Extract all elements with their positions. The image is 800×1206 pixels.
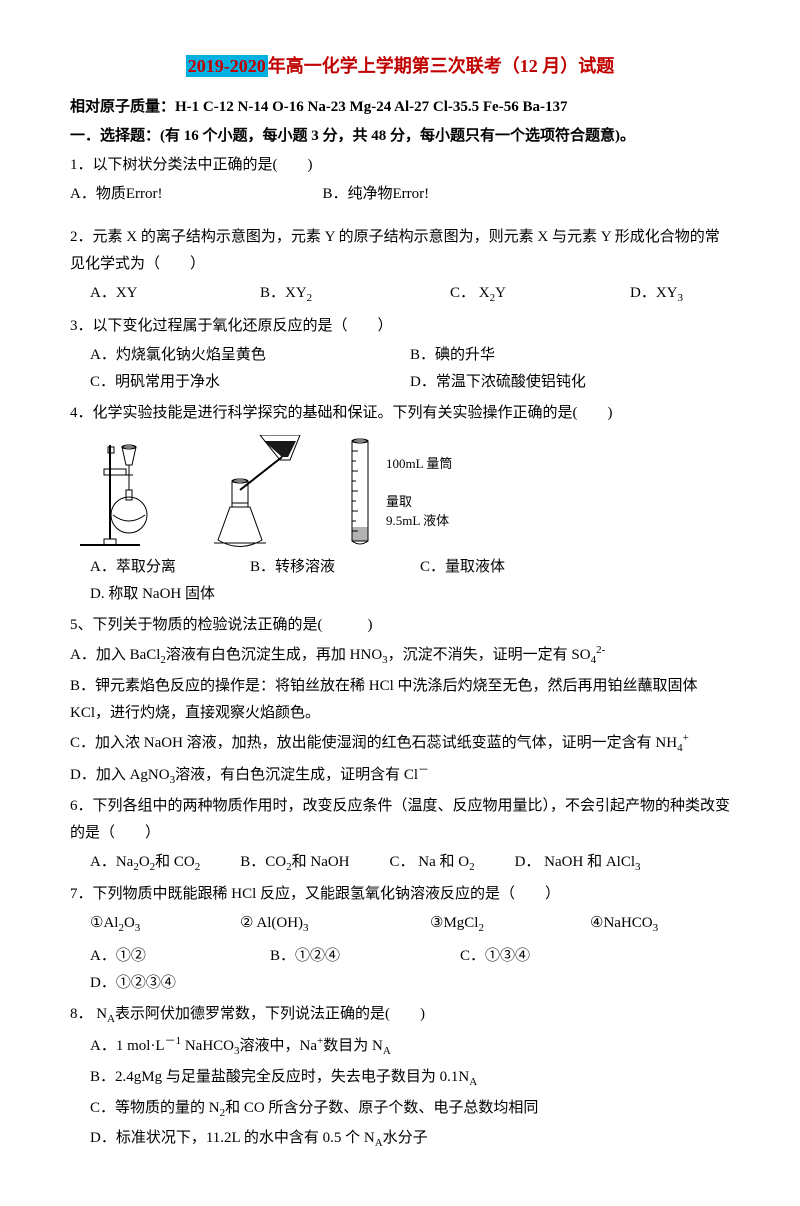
q2-options: A．XY B．XY2 C． X2Y D．XY3 — [70, 280, 730, 309]
q3-opt-a: A．灼烧氯化钠火焰呈黄色 — [90, 342, 410, 369]
q7-cmp-3: ③MgCl2 — [430, 910, 550, 939]
atomic-masses: 相对原子质量：H-1 C-12 N-14 O-16 Na-23 Mg-24 Al… — [70, 94, 730, 121]
q5-stem: 5、下列关于物质的检验说法正确的是( ) — [70, 612, 730, 639]
q8-opt-b: B．2.4gMg 与足量盐酸完全反应时，失去电子数目为 0.1NA — [70, 1064, 730, 1093]
q7-opt-a: A．①② — [90, 943, 230, 970]
q8-stem: 8． NA表示阿伏加德罗常数，下列说法正确的是( ) — [70, 1001, 730, 1030]
q7-cmp-4: ④NaHCO3 — [590, 910, 658, 939]
q8-opt-d: D．标准状况下，11.2L 的水中含有 0.5 个 NA水分子 — [70, 1125, 730, 1154]
q8-opt-c: C．等物质的量的 N2和 CO 所含分子数、原子个数、电子总数均相同 — [70, 1095, 730, 1124]
q6-stem: 6．下列各组中的两种物质作用时，改变反应条件（温度、反应物用量比），不会引起产物… — [70, 793, 730, 847]
q3-options: A．灼烧氯化钠火焰呈黄色 B．碘的升华 C．明矾常用于净水 D．常温下浓硫酸使铝… — [70, 342, 730, 396]
q8-opt-a: A．1 mol·L－1 NaHCO3溶液中，Na+数目为 NA — [70, 1032, 730, 1062]
q7-options: A．①② B．①②④ C．①③④ D．①②③④ — [70, 943, 730, 997]
q5-opt-d: D．加入 AgNO3溶液，有白色沉淀生成，证明含有 Cl－ — [70, 761, 730, 791]
q2-opt-b: B．XY2 — [260, 280, 410, 309]
q4-figures: 100mL 量筒 量取 9.5mL 液体 — [70, 435, 730, 550]
q4-opt-c: C．量取液体 — [420, 554, 550, 581]
q3-stem: 3．以下变化过程属于氧化还原反应的是（ ） — [70, 313, 730, 340]
q6-opt-b: B．CO2和 NaOH — [240, 849, 349, 878]
q7-opt-c: C．①③④ — [460, 943, 600, 970]
q3-opt-c: C．明矾常用于净水 — [90, 369, 410, 396]
q7-opt-d: D．①②③④ — [90, 970, 176, 997]
q4-options: A．萃取分离 B．转移溶液 C．量取液体 D. 称取 NaOH 固体 — [70, 554, 730, 608]
title-highlight: 2019-2020 — [186, 55, 268, 77]
q1-options: A．物质Error! B．纯净物Error! — [70, 181, 730, 208]
q6-opt-c: C． Na 和 O2 — [390, 849, 475, 878]
q4-fig-b — [200, 435, 310, 550]
q1-opt-a: A．物质Error! — [70, 181, 162, 208]
q2-opt-d: D．XY3 — [630, 280, 683, 309]
q6-opt-d: D． NaOH 和 AlCl3 — [515, 849, 641, 878]
q5-opt-c: C．加入浓 NaOH 溶液，加热，放出能使湿润的红色石蕊试纸变蓝的气体，证明一定… — [70, 729, 730, 759]
q4-fig-c: 100mL 量筒 量取 9.5mL 液体 — [340, 435, 452, 550]
q7-cmp-2: ② Al(OH)3 — [240, 910, 390, 939]
title-rest: 年高一化学上学期第三次联考（12 月）试题 — [268, 56, 615, 76]
q4-opt-b: B．转移溶液 — [250, 554, 380, 581]
q3-opt-d: D．常温下浓硫酸使铝钝化 — [410, 369, 730, 396]
q5-opt-b: B．钾元素焰色反应的操作是：将铂丝放在稀 HCl 中洗涤后灼烧至无色，然后再用铂… — [70, 673, 730, 727]
q2-opt-a: A．XY — [90, 280, 220, 309]
q1-stem: 1．以下树状分类法中正确的是( ) — [70, 152, 730, 179]
q7-stem: 7．下列物质中既能跟稀 HCl 反应，又能跟氢氧化钠溶液反应的是（ ） — [70, 881, 730, 908]
q1-opt-b: B．纯净物Error! — [322, 181, 429, 208]
q2-stem: 2．元素 X 的离子结构示意图为，元素 Y 的原子结构示意图为，则元素 X 与元… — [70, 224, 730, 278]
q3-opt-b: B．碘的升华 — [410, 342, 730, 369]
q5-opt-a: A．加入 BaCl2溶液有白色沉淀生成，再加 HNO3，沉淀不消失，证明一定有 … — [70, 641, 730, 671]
q4-opt-d: D. 称取 NaOH 固体 — [90, 581, 215, 608]
q4-fig-a — [70, 435, 170, 550]
q4-fig-c-label3: 9.5mL 液体 — [386, 511, 452, 531]
section-1-heading: 一．选择题：(有 16 个小题，每小题 3 分，共 48 分，每小题只有一个选项… — [70, 123, 730, 150]
q7-cmp-1: ①Al2O3 — [90, 910, 200, 939]
q4-fig-c-label2: 量取 — [386, 492, 452, 512]
page-title: 2019-2020年高一化学上学期第三次联考（12 月）试题 — [70, 50, 730, 82]
q6-options: A．Na2O2和 CO2 B．CO2和 NaOH C． Na 和 O2 D． N… — [70, 849, 730, 878]
q6-opt-a: A．Na2O2和 CO2 — [90, 849, 200, 878]
q4-stem: 4．化学实验技能是进行科学探究的基础和保证。下列有关实验操作正确的是( ) — [70, 400, 730, 427]
q4-fig-c-label1: 100mL 量筒 — [386, 454, 452, 474]
q7-compounds: ①Al2O3 ② Al(OH)3 ③MgCl2 ④NaHCO3 — [70, 910, 730, 939]
q7-opt-b: B．①②④ — [270, 943, 420, 970]
q4-opt-a: A．萃取分离 — [90, 554, 210, 581]
q2-opt-c: C． X2Y — [450, 280, 590, 309]
